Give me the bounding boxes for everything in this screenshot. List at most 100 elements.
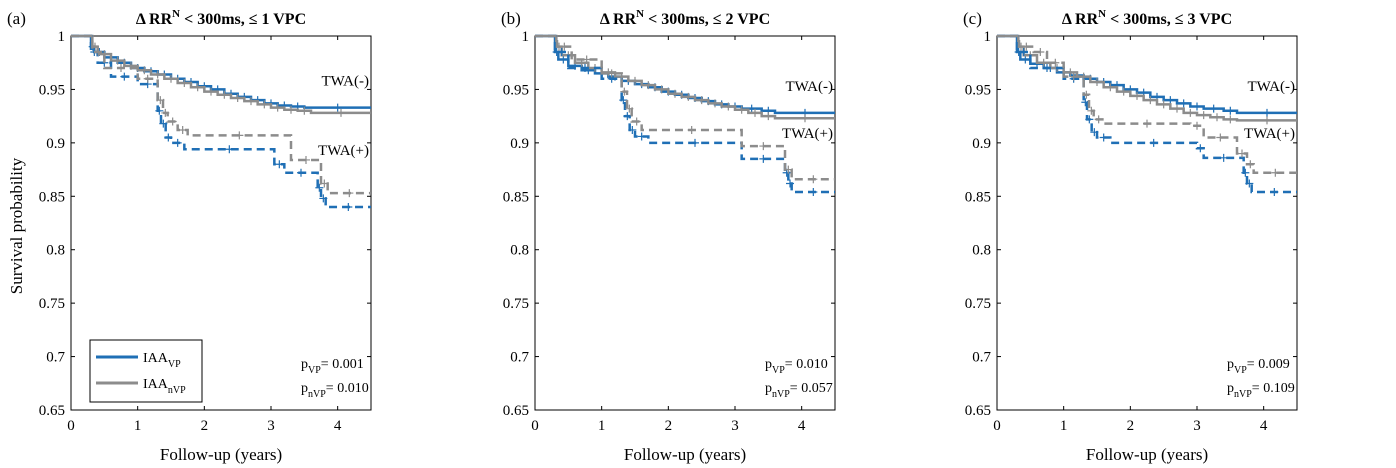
censor-mark: [180, 79, 189, 88]
censor-mark: [168, 117, 177, 126]
censor-mark: [1193, 121, 1201, 130]
y-tick-label: 0.7: [510, 350, 529, 366]
censor-mark: [164, 133, 173, 142]
censor-mark: [159, 119, 168, 128]
p-value-1: pVP= 0.009: [1227, 357, 1290, 376]
censor-mark: [737, 105, 746, 114]
censor-mark: [120, 72, 129, 81]
x-tick-label: 1: [1060, 418, 1068, 434]
censor-mark: [1246, 160, 1255, 169]
censor-mark: [628, 126, 637, 135]
x-tick-label: 3: [267, 418, 275, 434]
twa-neg-label: TWA(-): [322, 74, 369, 90]
censor-mark: [557, 48, 566, 57]
censor-mark: [207, 87, 215, 96]
twa-pos-label: TWA(+): [318, 143, 369, 159]
censor-mark: [1082, 90, 1091, 99]
y-tick-label: 0.75: [39, 296, 65, 312]
survival-curve-4: [71, 34, 371, 195]
censor-mark: [1226, 106, 1235, 115]
x-tick-label: 4: [798, 418, 806, 434]
axes-box: [996, 35, 1298, 411]
censor-mark: [300, 106, 309, 115]
censor-mark: [1090, 128, 1099, 137]
y-tick-label: 0.85: [503, 189, 529, 205]
censor-mark: [260, 100, 269, 109]
censor-mark: [143, 74, 152, 83]
censor-mark: [1263, 108, 1271, 117]
panel-2: 1 0.95 0.9 0.85 0.8 0.75 0.7 0.650 1 2 3 4 Follow-up…: [501, 8, 836, 464]
p-value-2: pnVP= 0.109: [1227, 381, 1295, 400]
y-tick-label: 0.85: [39, 189, 65, 205]
censor-mark: [1133, 91, 1141, 100]
y-tick-label: 0.8: [510, 243, 529, 259]
x-tick-label: 2: [201, 418, 209, 434]
x-tick-label: 4: [334, 418, 342, 434]
y-tick-label: 0.75: [965, 296, 991, 312]
censor-mark: [697, 96, 706, 105]
censor-mark: [1146, 96, 1155, 105]
censor-mark: [1021, 55, 1030, 64]
panel-title: Δ RRN < 300ms, ≤ 2 VPC: [600, 8, 770, 28]
x-tick-label: 2: [665, 418, 673, 434]
survival-curve-1: [535, 34, 835, 115]
censor-mark: [581, 64, 589, 73]
x-axis-label: Follow-up (years): [624, 445, 746, 464]
censor-mark: [1186, 108, 1195, 117]
survival-curve-1: [71, 34, 371, 109]
y-tick-label: 0.9: [510, 136, 529, 152]
censor-mark: [684, 92, 693, 101]
panel-1: 1 0.95 0.9 0.85 0.8 0.75 0.7 0.650 1 2 3 4 Follow-up…: [7, 8, 372, 464]
panel-label: (b): [501, 9, 521, 28]
y-tick-label: 0.85: [965, 189, 991, 205]
y-tick-label: 0.9: [972, 136, 991, 152]
censor-mark: [809, 188, 818, 197]
censor-mark: [1066, 68, 1075, 77]
y-tick-label: 0.7: [972, 350, 991, 366]
survival-curve-4: [997, 34, 1297, 175]
censor-mark: [1093, 77, 1101, 86]
censor-mark: [156, 96, 165, 105]
censor-mark: [1159, 100, 1168, 109]
x-tick-label: 3: [731, 418, 739, 434]
p-value-1: pVP= 0.010: [765, 357, 828, 376]
x-axis-label: Follow-up (years): [1086, 445, 1208, 464]
censor-mark: [559, 55, 568, 64]
censor-mark: [117, 64, 125, 73]
censor-mark: [644, 81, 653, 90]
censor-mark: [560, 42, 569, 51]
panel-label: (a): [7, 9, 26, 28]
censor-mark: [140, 66, 149, 75]
censor-mark: [631, 76, 639, 85]
censor-mark: [1106, 83, 1115, 92]
y-tick-label: 1: [522, 29, 530, 45]
censor-mark: [1051, 58, 1060, 67]
censor-mark: [711, 99, 719, 108]
censor-mark: [94, 48, 103, 57]
censor-mark: [1119, 87, 1128, 96]
censor-mark: [1022, 42, 1031, 51]
censor-mark: [1069, 72, 1078, 81]
censor-mark: [153, 70, 162, 79]
y-tick-label: 1: [984, 29, 992, 45]
censor-mark: [751, 108, 759, 117]
censor-mark: [1238, 149, 1246, 158]
censor-mark: [1094, 115, 1103, 124]
x-tick-label: 4: [1260, 418, 1268, 434]
p-value-1: pVP= 0.001: [301, 357, 364, 376]
censor-mark: [1039, 58, 1048, 67]
x-tick-label: 0: [993, 418, 1001, 434]
survival-curve-4: [535, 34, 835, 181]
panel-title: Δ RRN < 300ms, ≤ 1 VPC: [136, 8, 306, 28]
censor-mark: [337, 108, 345, 117]
censor-mark: [275, 160, 284, 169]
x-tick-label: 0: [67, 418, 75, 434]
censor-mark: [233, 93, 242, 102]
censor-mark: [620, 87, 629, 96]
p-value-2: pnVP= 0.010: [301, 381, 369, 400]
censor-mark: [607, 69, 616, 78]
panel-title: Δ RRN < 300ms, ≤ 3 VPC: [1062, 8, 1232, 28]
censor-mark: [287, 105, 295, 114]
survival-curve-2: [535, 34, 835, 120]
